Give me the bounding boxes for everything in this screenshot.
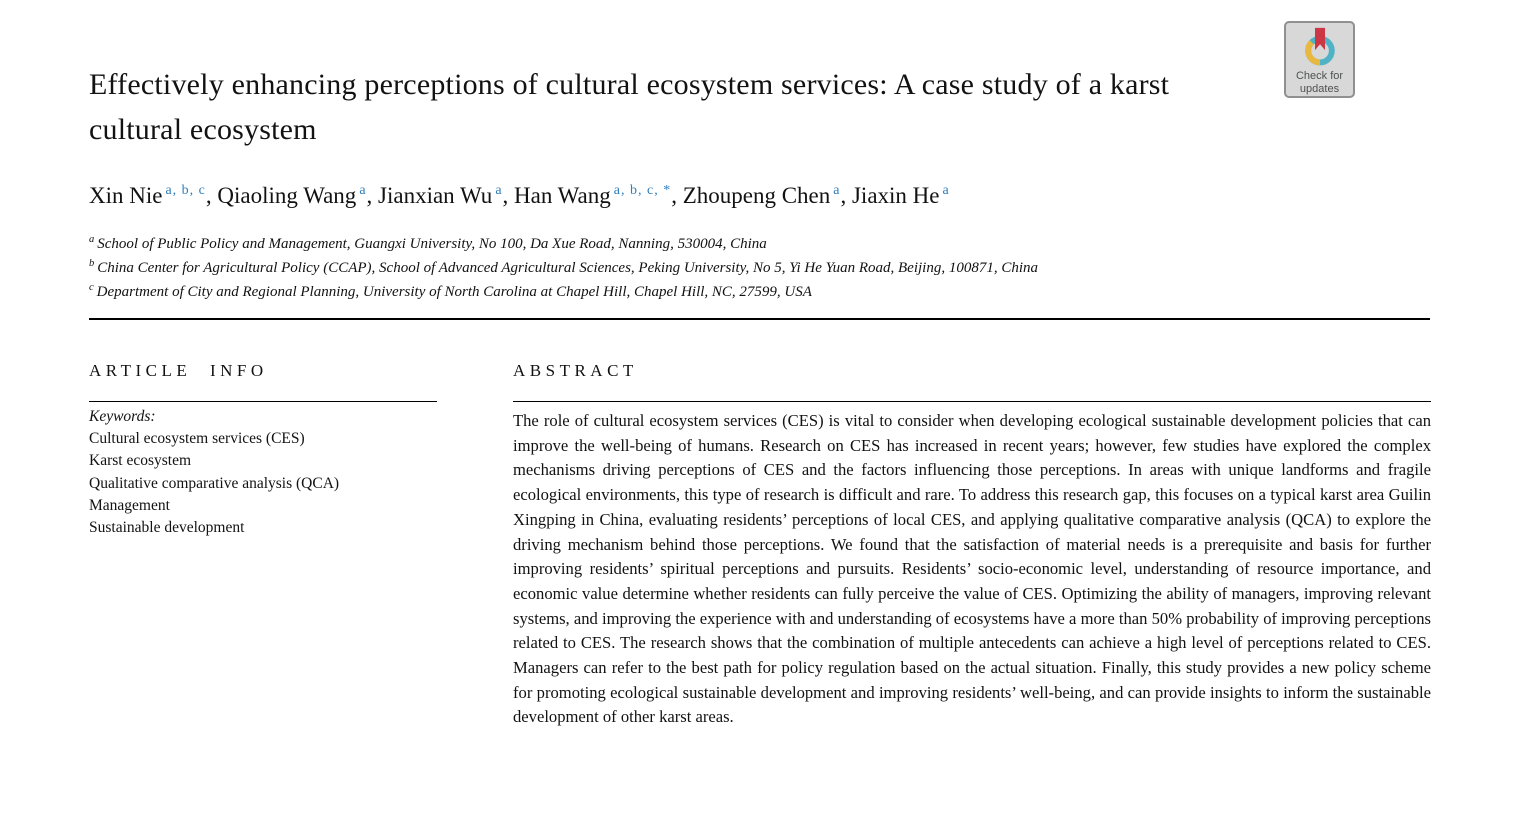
article-title: Effectively enhancing perceptions of cul… [89, 68, 1170, 146]
keyword-item: Karst ecosystem [89, 452, 192, 470]
author-name: Jianxian Wu [378, 183, 493, 208]
keyword-item: Management [89, 496, 170, 514]
author-affiliation-superscript: a [359, 183, 367, 198]
author-name: Jiaxin He [851, 183, 940, 208]
author-affiliation-superscript: a, b, c, * [613, 183, 672, 198]
author-affiliation-superscript: a [495, 183, 503, 198]
check-for-updates-label-line2: updates [1299, 82, 1340, 95]
crossmark-icon [1300, 25, 1340, 69]
keyword-item: Cultural ecosystem services (CES) [89, 430, 305, 448]
affiliation-list: a School of Public Policy and Management,… [89, 233, 1429, 305]
abstract-heading: ABSTRACT [513, 361, 638, 380]
keyword-item: Sustainable development [89, 519, 245, 537]
author-name: Qiaoling Wang [217, 183, 357, 208]
affiliation-superscript: a [89, 234, 95, 245]
article-info-underline [89, 401, 437, 402]
abstract-underline [513, 401, 1431, 402]
author-name: Xin Nie [89, 183, 163, 208]
affiliation-a: a School of Public Policy and Management,… [89, 234, 767, 252]
article-info-heading: ARTICLE INFO [89, 361, 268, 380]
author-affiliation-superscript: a, b, c [165, 183, 206, 198]
abstract-body: The role of cultural ecosystem services … [513, 411, 1431, 727]
check-for-updates-label-line1: Check for [1295, 69, 1344, 82]
keywords-block: Keywords: Cultural ecosystem services (C… [89, 406, 449, 539]
affiliation-superscript: b [89, 258, 95, 269]
affiliation-c: c Department of City and Regional Plannin… [89, 282, 812, 300]
keywords-label: Keywords: [89, 408, 156, 425]
author-list: Xin Nie a, b, c, Qiaoling Wang a, Jianxian… [89, 183, 950, 208]
check-for-updates-badge[interactable]: Check for updates [1284, 21, 1355, 98]
keyword-item: Qualitative comparative analysis (QCA) [89, 474, 340, 492]
affiliation-b: b China Center for Agricultural Policy (C… [89, 258, 1038, 276]
author-name: Han Wang [514, 183, 611, 208]
author-affiliation-superscript: a [833, 183, 841, 198]
author-affiliation-superscript: a [942, 183, 950, 198]
author-name: Zhoupeng Chen [682, 183, 831, 208]
affiliation-superscript: c [89, 282, 94, 293]
header-divider-rule [89, 318, 1430, 320]
